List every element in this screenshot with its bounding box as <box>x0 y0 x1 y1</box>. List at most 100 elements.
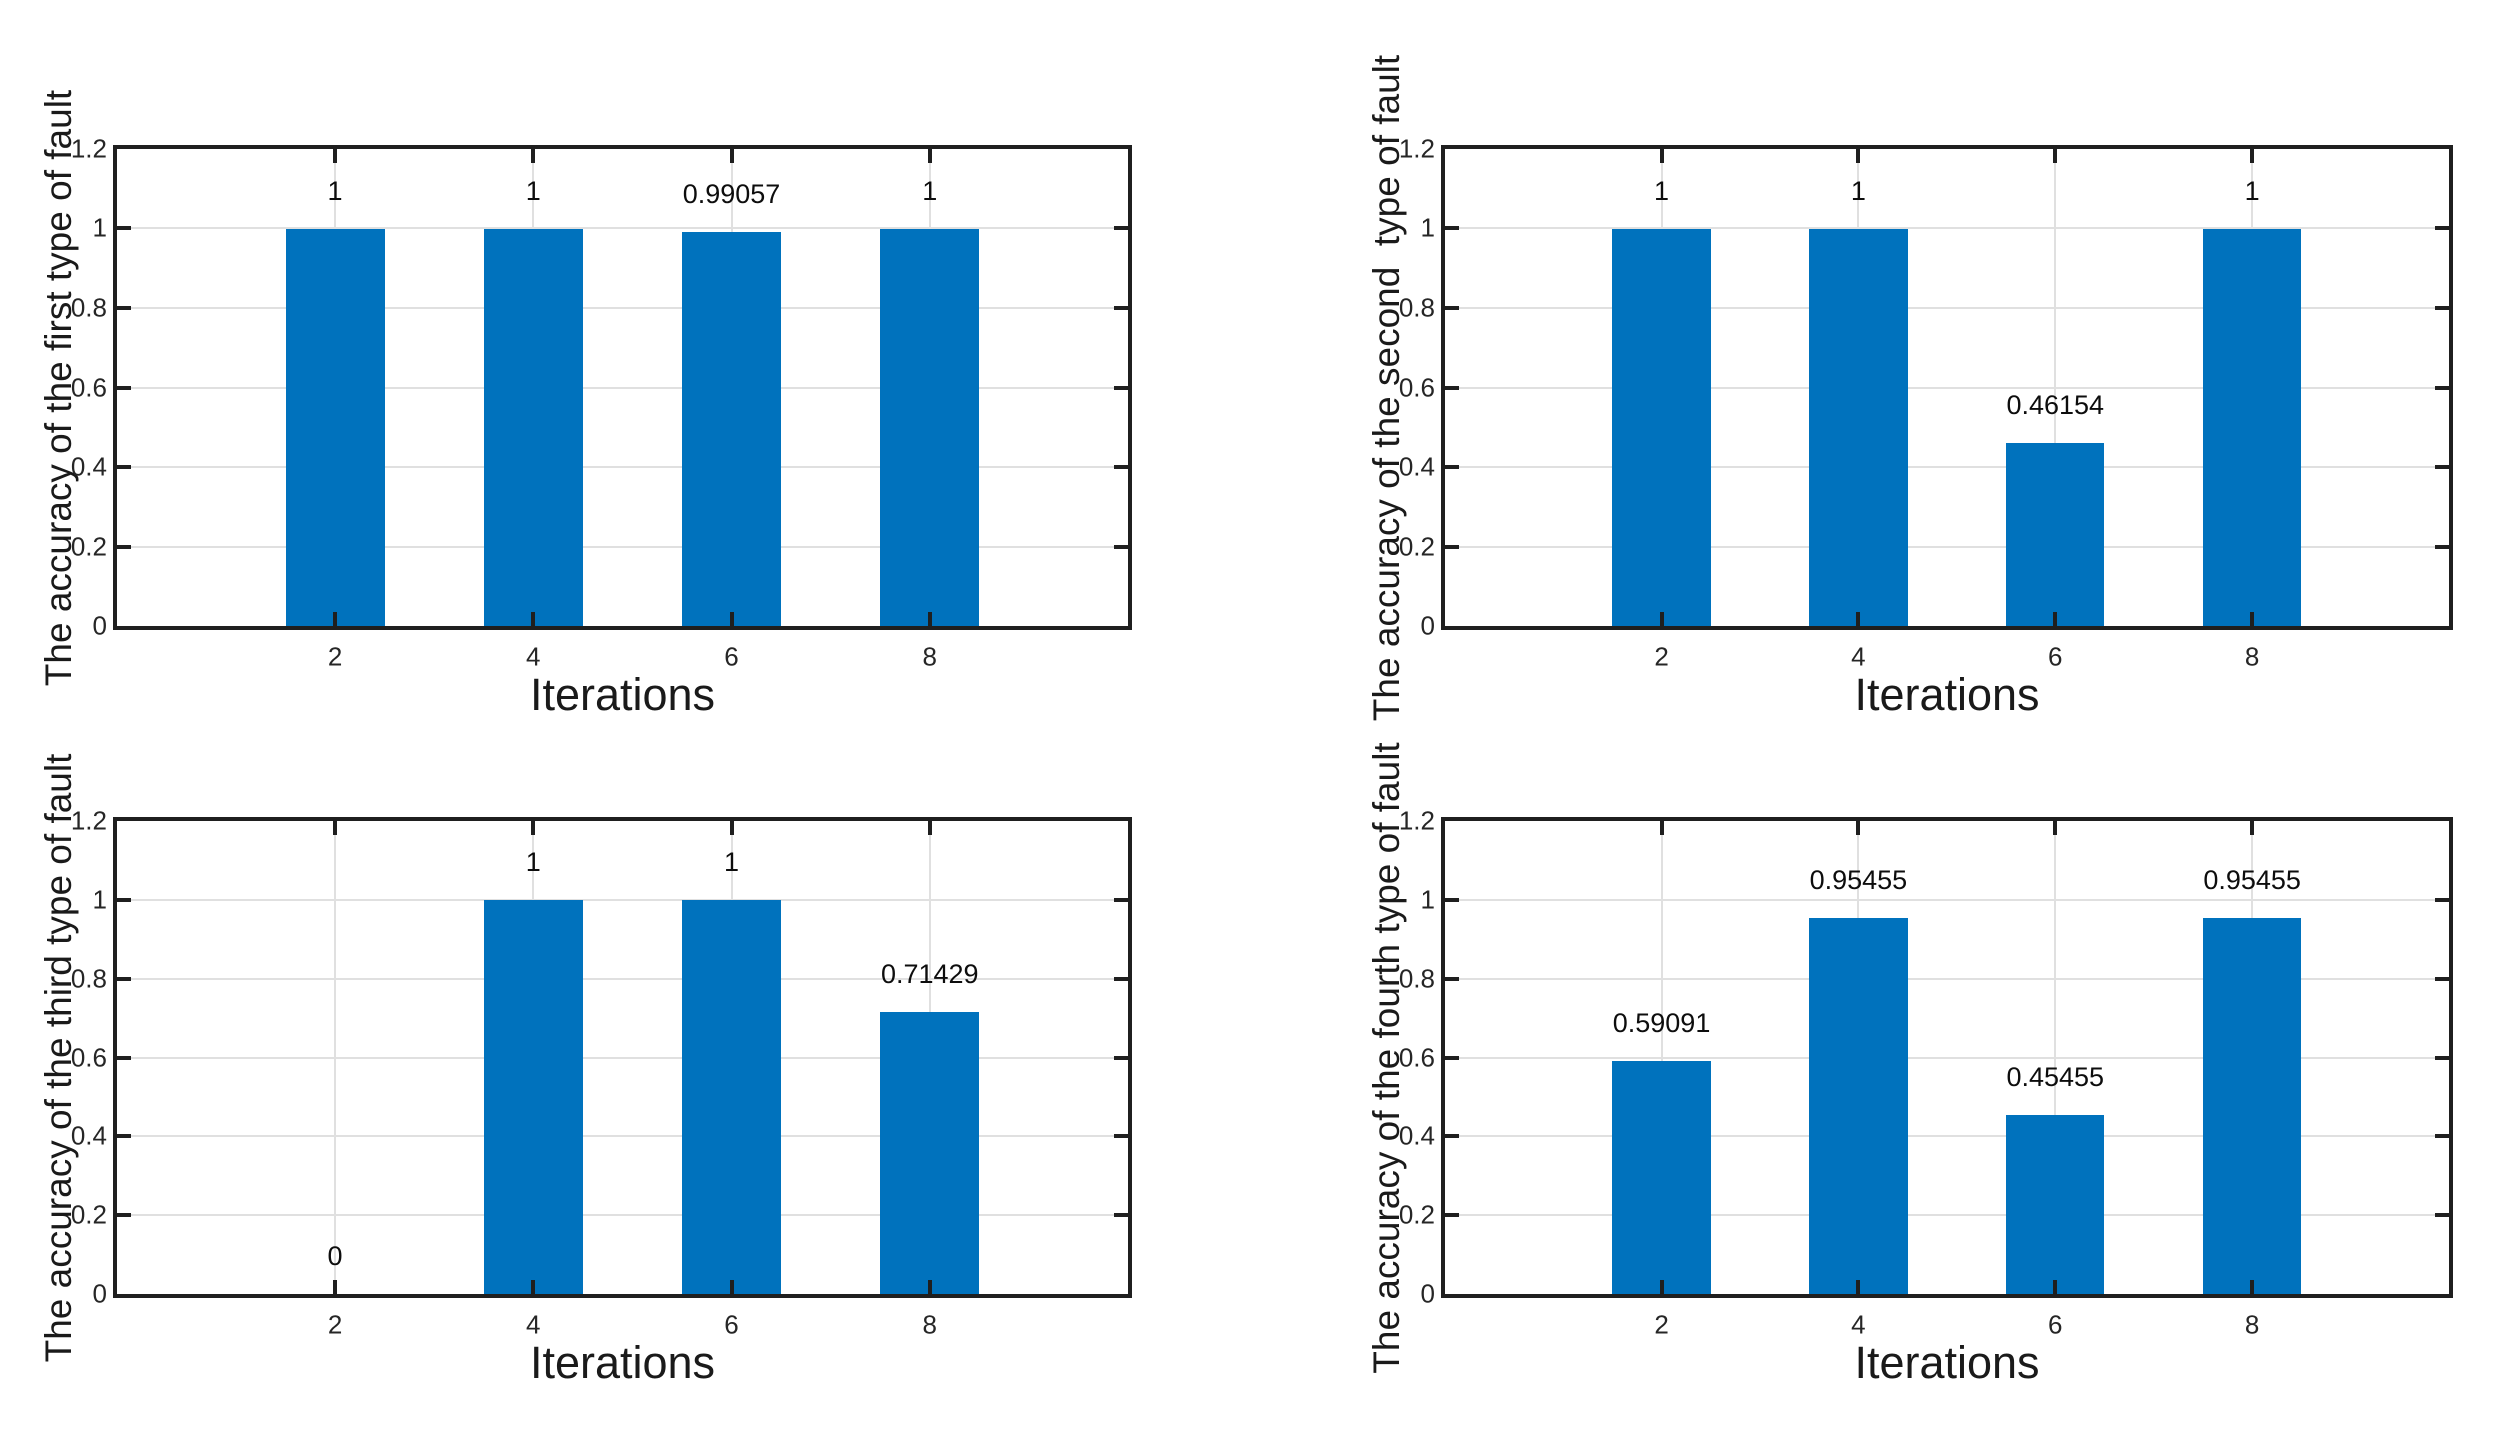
x-axis-tick <box>729 612 734 626</box>
x-tick-label: 6 <box>724 641 739 672</box>
bar <box>1809 917 1908 1294</box>
gridline-vertical <box>2054 149 2057 626</box>
y-axis-tick <box>1114 1134 1128 1139</box>
gridline-horizontal <box>1445 898 2449 901</box>
x-tick-label: 4 <box>1851 641 1866 672</box>
subplot-fault2-plot-area: The accuracy of the second type of fault… <box>1366 54 2453 721</box>
y-axis-tick <box>1114 1213 1128 1218</box>
x-axis-tick <box>1856 1280 1861 1294</box>
x-axis-tick <box>1856 149 1861 163</box>
x-axis-tick <box>333 612 338 626</box>
y-tick-label: 0.6 <box>1398 372 1435 402</box>
y-tick-label: 1.2 <box>1398 133 1435 164</box>
bar-value-label: 0.71429 <box>880 959 979 990</box>
bar-value-label: 0.46154 <box>2006 389 2105 420</box>
y-axis-tick <box>117 226 131 231</box>
y-axis-tick <box>117 1055 131 1060</box>
bar-value-label: 0.95455 <box>1809 864 1908 895</box>
gridline-vertical <box>334 821 337 1294</box>
x-tick-label: 2 <box>327 1309 343 1340</box>
bar <box>681 899 782 1294</box>
y-tick-label: 0 <box>1420 610 1435 641</box>
y-axis-tick <box>1445 1055 1459 1060</box>
bar <box>483 899 583 1294</box>
y-axis-tick <box>1114 305 1128 310</box>
y-axis-tick <box>1445 226 1459 231</box>
bar-value-label: 0 <box>327 1241 343 1271</box>
x-axis-tick <box>531 612 536 626</box>
y-axis-tick <box>1114 464 1128 469</box>
bar <box>2202 917 2302 1294</box>
x-tick-label: 6 <box>724 1309 739 1340</box>
bar <box>285 228 385 626</box>
x-axis-tick <box>1659 1280 1664 1294</box>
y-axis-tick <box>1445 1213 1459 1218</box>
x-tick-label: 6 <box>2048 641 2063 672</box>
y-tick-label: 1 <box>92 884 107 915</box>
x-axis-tick <box>2250 821 2255 835</box>
gridline-vertical <box>1660 821 1663 1294</box>
y-axis-tick <box>2435 464 2449 469</box>
y-tick-label: 0 <box>92 610 107 641</box>
bar-value-label: 1 <box>1850 175 1866 206</box>
y-axis-tick <box>117 385 131 390</box>
bar-value-label: 1 <box>2244 175 2260 206</box>
x-axis-tick <box>927 821 932 835</box>
x-axis-tick <box>531 149 536 163</box>
y-tick-label: 0.6 <box>1398 1042 1435 1072</box>
x-tick-label: 2 <box>1654 1309 1669 1340</box>
x-tick-label: 4 <box>526 641 541 672</box>
x-axis-tick <box>2053 1280 2058 1294</box>
gridline-horizontal <box>117 465 1128 468</box>
y-axis-tick <box>117 544 131 549</box>
gridline-horizontal <box>117 227 1128 230</box>
subplot-fault4-plot-area: The accuracy of the fourth type of fault… <box>1366 742 2453 1388</box>
x-axis-tick <box>927 1280 932 1294</box>
y-tick-label: 0.4 <box>1398 1120 1435 1151</box>
y-axis-tick <box>1445 1134 1459 1139</box>
y-axis-tick <box>117 464 131 469</box>
x-axis-tick <box>729 1280 734 1294</box>
bar-value-label: 0.95455 <box>2203 864 2301 895</box>
subplot-fault1-plot-area: The accuracy of the first type of fault … <box>38 89 1132 720</box>
y-axis-tick <box>117 1213 131 1218</box>
y-axis-tick <box>117 897 131 902</box>
y-axis-tick <box>1114 226 1128 231</box>
x-tick-label: 4 <box>1851 1309 1866 1340</box>
bar-value-label: 1 <box>525 175 541 206</box>
y-tick-label: 0.8 <box>70 292 107 323</box>
gridline-horizontal <box>1445 465 2449 468</box>
bar <box>2006 442 2105 626</box>
y-tick-label: 0.2 <box>70 1199 107 1230</box>
y-tick-label: 0.4 <box>70 451 107 482</box>
bar-value-label: 0.99057 <box>682 179 781 210</box>
gridline-horizontal <box>117 1135 1128 1138</box>
y-axis-tick <box>1114 976 1128 981</box>
y-axis-tick <box>2435 305 2449 310</box>
y-axis-tick <box>2435 1055 2449 1060</box>
bar-value-label: 0.45455 <box>2006 1061 2105 1092</box>
x-axis-tick <box>2250 149 2255 163</box>
bar <box>483 228 583 626</box>
x-axis-tick <box>2053 149 2058 163</box>
x-axis-label: Iterations <box>1854 669 2040 720</box>
y-axis-tick <box>1114 385 1128 390</box>
gridline-vertical <box>2054 821 2057 1294</box>
x-tick-label: 8 <box>2244 1309 2260 1340</box>
gridline-horizontal <box>117 1214 1128 1217</box>
y-tick-label: 0 <box>92 1278 107 1309</box>
bar <box>1612 228 1711 626</box>
x-axis-label: Iterations <box>529 1337 716 1388</box>
y-tick-label: 1.2 <box>70 133 107 164</box>
y-axis-tick <box>117 976 131 981</box>
y-tick-label: 0.8 <box>70 963 107 994</box>
x-axis-tick <box>729 821 734 835</box>
y-axis-tick <box>1114 544 1128 549</box>
x-tick-label: 6 <box>2048 1309 2063 1340</box>
y-tick-label: 1.2 <box>70 805 107 836</box>
y-axis-tick <box>2435 1213 2449 1218</box>
y-axis-tick <box>117 305 131 310</box>
y-tick-label: 0.8 <box>1398 963 1435 994</box>
y-tick-label: 0.2 <box>1398 1199 1435 1230</box>
